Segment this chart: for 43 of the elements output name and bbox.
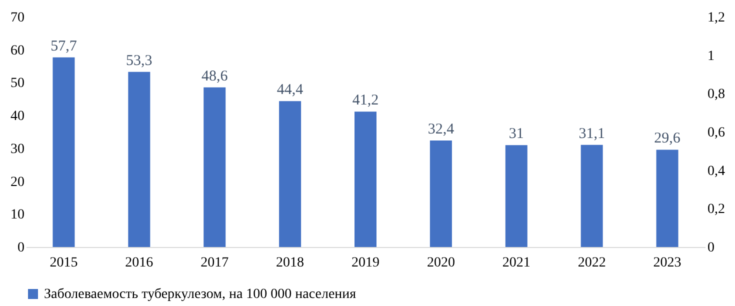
data-label: 32,4 xyxy=(428,122,455,138)
y2-tick-label: 1,2 xyxy=(708,10,725,26)
bar xyxy=(354,112,376,247)
x-tick-label: 2020 xyxy=(426,256,455,270)
x-tick-label: 2023 xyxy=(653,256,682,270)
data-label: 48,6 xyxy=(201,68,228,84)
bar xyxy=(580,144,603,247)
data-label: 44,4 xyxy=(276,82,304,98)
y-tick-label: 0 xyxy=(18,240,24,256)
x-tick-label: 2019 xyxy=(352,256,380,270)
x-tick-label: 2022 xyxy=(578,256,606,270)
x-tick-label: 2017 xyxy=(200,256,229,270)
data-label: 31,1 xyxy=(578,126,605,142)
data-label: 31 xyxy=(508,126,524,142)
x-tick-label: 2018 xyxy=(276,256,304,270)
y-tick-label: 70 xyxy=(10,10,24,26)
data-label: 53,3 xyxy=(126,52,152,69)
y2-tick-label: 0,2 xyxy=(708,202,725,218)
bar xyxy=(128,72,150,247)
y-tick-label: 20 xyxy=(10,174,24,190)
y2-tick-label: 1 xyxy=(708,48,714,64)
y2-tick-label: 0,8 xyxy=(708,87,725,102)
bar xyxy=(279,101,302,247)
x-tick-label: 2015 xyxy=(50,256,78,270)
y2-tick-label: 0,4 xyxy=(708,164,725,179)
y-tick-label: 10 xyxy=(10,208,24,223)
data-label: 57,7 xyxy=(50,38,78,54)
y-tick-label: 30 xyxy=(10,142,24,157)
bar xyxy=(656,150,678,247)
y-tick-label: 50 xyxy=(10,76,24,92)
y2-tick-label: 0,6 xyxy=(708,126,725,140)
data-label: 41,2 xyxy=(352,92,379,109)
bar xyxy=(204,87,226,247)
bar xyxy=(430,140,452,247)
y-tick-label: 40 xyxy=(10,109,24,124)
bar xyxy=(505,145,528,247)
legend-label: Заболеваемость туберкулезом, на 100 000 населения xyxy=(44,287,357,302)
y2-tick-label: 0 xyxy=(708,240,714,256)
data-label: 29,6 xyxy=(654,130,681,147)
bar xyxy=(52,57,75,247)
y-tick-label: 60 xyxy=(10,43,24,58)
x-tick-label: 2021 xyxy=(502,256,530,270)
x-tick-label: 2016 xyxy=(125,256,154,270)
